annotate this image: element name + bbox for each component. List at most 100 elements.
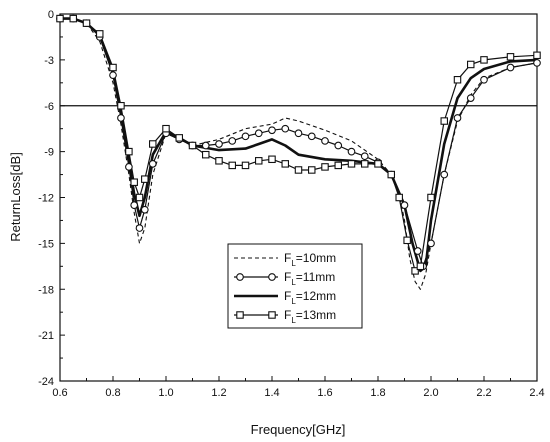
data-point-series-2 <box>480 75 488 84</box>
data-point-series-2 <box>321 137 329 145</box>
series-line-3 <box>60 17 538 273</box>
data-point-series-4 <box>427 193 435 202</box>
x-tick-label: 0.8 <box>105 387 120 399</box>
data-point-series-4 <box>347 160 356 168</box>
y-tick-label: -18 <box>38 284 54 296</box>
x-tick-label: 2.2 <box>476 387 491 399</box>
data-point-series-4 <box>96 30 104 38</box>
data-point-series-4 <box>466 60 475 69</box>
y-tick-label: 0 <box>48 9 54 21</box>
data-point-series-2 <box>148 160 157 168</box>
data-point-series-4 <box>188 141 197 150</box>
x-tick-label: 1.6 <box>317 387 332 399</box>
y-tick-label: -3 <box>44 55 54 67</box>
x-tick-label: 2.4 <box>529 387 544 399</box>
legend: FL=10mm FL=11mm FL=12mm FL=13mm <box>227 243 363 329</box>
data-point-series-4 <box>307 166 316 174</box>
legend-marker-4 <box>268 311 276 319</box>
data-point-series-2 <box>254 129 263 138</box>
data-point-series-4 <box>440 117 448 125</box>
data-point-series-2 <box>135 224 144 232</box>
legend-label-4: FL=13mm <box>284 308 336 325</box>
data-point-series-2 <box>201 141 210 150</box>
y-tick-label: -12 <box>38 193 54 205</box>
legend-box <box>227 243 363 329</box>
data-point-series-4 <box>416 262 425 271</box>
data-point-series-4 <box>334 161 342 170</box>
data-point-series-2 <box>228 137 237 145</box>
data-point-series-4 <box>149 140 157 148</box>
data-point-series-4 <box>228 161 237 170</box>
data-point-series-2 <box>294 129 303 138</box>
data-point-series-4 <box>241 161 250 170</box>
data-point-series-2 <box>307 132 316 141</box>
x-tick-label: 1.8 <box>370 387 385 399</box>
data-point-series-2 <box>466 94 475 102</box>
data-point-series-4 <box>202 150 210 159</box>
data-point-series-2 <box>117 114 125 122</box>
data-point-series-2 <box>440 170 449 179</box>
data-point-series-4 <box>130 178 138 186</box>
legend-marker-2 <box>236 273 244 281</box>
legend-marker-2 <box>268 273 276 281</box>
data-point-series-2 <box>506 63 515 72</box>
legend-label-1: FL=10mm <box>284 251 336 268</box>
x-tick-label: 1.4 <box>264 387 279 399</box>
data-point-series-4 <box>82 19 91 27</box>
data-point-series-4 <box>135 193 144 202</box>
data-point-series-4 <box>411 267 419 275</box>
legend-label-2: FL=11mm <box>284 270 335 287</box>
data-point-series-4 <box>453 76 462 84</box>
data-point-series-4 <box>506 53 515 61</box>
y-tick-label: -15 <box>38 238 54 250</box>
data-point-series-4 <box>56 14 64 23</box>
series-line-4 <box>60 18 538 272</box>
legend-marker-4 <box>236 311 244 319</box>
data-point-series-2 <box>400 201 409 209</box>
data-point-series-2 <box>241 132 250 141</box>
data-point-series-4 <box>395 193 403 202</box>
series-line-2 <box>60 18 538 267</box>
data-point-series-4 <box>215 157 223 165</box>
data-point-series-2 <box>268 126 276 135</box>
data-point-series-2 <box>533 59 541 67</box>
data-point-series-4 <box>69 14 78 23</box>
x-axis-label: Frequency[GHz] <box>251 422 346 437</box>
data-point-series-4 <box>268 155 276 164</box>
axis-ticks: 0.6 0.8 1.0 1.2 1.4 1.6 1.8 2.0 2.2 2.4 0 -3 -6 -9 -12… <box>38 9 545 399</box>
data-point-series-2 <box>427 239 435 248</box>
data-point-series-2 <box>140 205 149 214</box>
data-point-series-2 <box>109 71 117 80</box>
data-point-series-4 <box>162 124 170 133</box>
data-point-series-4 <box>533 51 541 60</box>
data-point-series-2 <box>215 140 223 148</box>
data-point-series-4 <box>125 147 133 156</box>
data-point-series-4 <box>480 56 488 64</box>
data-point-series-2 <box>453 114 462 122</box>
data-point-series-4 <box>141 175 149 183</box>
x-tick-label: 1.0 <box>158 387 173 399</box>
data-point-series-2 <box>360 152 369 161</box>
data-point-series-2 <box>334 141 343 150</box>
data-point-series-4 <box>281 160 289 168</box>
data-point-series-4 <box>175 134 184 142</box>
x-tick-label: 1.2 <box>211 387 226 399</box>
series-markers <box>56 14 541 275</box>
data-point-series-4 <box>109 63 117 72</box>
data-point-series-4 <box>255 157 263 165</box>
data-point-series-2 <box>413 247 422 255</box>
y-tick-label: -9 <box>44 147 54 159</box>
x-tick-label: 2.0 <box>423 387 438 399</box>
data-point-series-4 <box>374 160 382 168</box>
data-point-series-4 <box>360 160 369 168</box>
data-point-series-2 <box>130 201 139 209</box>
data-point-series-2 <box>347 147 356 156</box>
data-point-series-2 <box>125 163 133 171</box>
y-tick-label: -21 <box>38 330 54 342</box>
data-point-series-4 <box>117 102 125 110</box>
data-point-series-4 <box>403 236 411 245</box>
y-axis-label: ReturnLoss[dB] <box>8 152 23 242</box>
y-tick-label: -24 <box>38 376 54 388</box>
data-point-series-2 <box>281 124 290 133</box>
